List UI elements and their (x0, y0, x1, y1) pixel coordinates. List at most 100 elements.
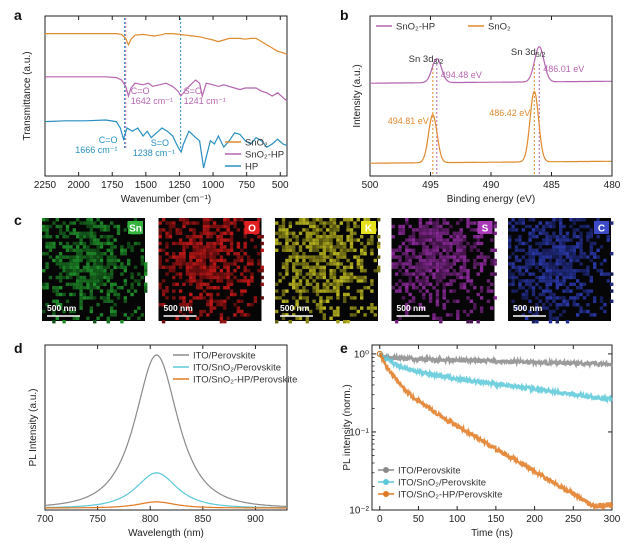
eds-map-pixel (158, 221, 162, 225)
eds-map-pixel (168, 255, 173, 259)
eds-map-pixel (466, 272, 470, 276)
eds-map-pixel (55, 224, 59, 229)
eds-map-pixel (377, 218, 381, 222)
eds-map-pixel (422, 296, 426, 300)
eds-map-pixel (59, 275, 63, 280)
eds-map-pixel (312, 279, 316, 283)
eds-map-pixel (490, 272, 494, 276)
eds-scale-bar-label: 500 nm (397, 303, 427, 313)
panel-b-xtick-label: 490 (483, 180, 500, 191)
eds-map-pixel (216, 228, 220, 232)
eds-map-pixel (363, 286, 367, 290)
eds-map-pixel (462, 275, 467, 280)
eds-map-pixel (315, 255, 320, 259)
eds-map-pixel (275, 289, 279, 293)
eds-map-pixel (285, 269, 289, 273)
eds-map-pixel (418, 231, 423, 235)
eds-map-pixel (401, 282, 406, 286)
eds-map-pixel (42, 235, 46, 239)
eds-map-pixel (315, 282, 320, 286)
eds-map-pixel (555, 275, 559, 280)
eds-map-pixel (229, 238, 234, 242)
eds-map-pixel (137, 316, 141, 320)
eds-map-pixel (535, 275, 539, 280)
eds-map-pixel (411, 231, 416, 235)
eds-map-pixel (562, 303, 566, 307)
eds-map-pixel (490, 258, 494, 263)
eds-map-pixel (165, 231, 169, 235)
eds-map-pixel (192, 255, 196, 259)
eds-map-pixel (599, 306, 604, 310)
eds-map-pixel (394, 320, 399, 324)
eds-map-pixel (559, 241, 563, 246)
eds-map-pixel (219, 279, 224, 283)
eds-map-pixel (275, 309, 279, 314)
eds-map-pixel (243, 241, 247, 246)
eds-map-pixel (579, 252, 583, 256)
eds-map-pixel (422, 248, 426, 252)
eds-map-pixel (552, 231, 556, 235)
eds-map-pixel (360, 252, 364, 256)
eds-map-pixel (110, 235, 114, 239)
eds-map-pixel (192, 275, 196, 280)
eds-map-pixel (79, 269, 83, 273)
eds-map-pixel (250, 272, 254, 276)
eds-map-pixel (96, 282, 100, 286)
eds-map-pixel (391, 224, 395, 229)
eds-map-pixel (586, 255, 590, 259)
eds-map-pixel (545, 224, 549, 229)
eds-map-pixel (192, 231, 196, 235)
eds-map-pixel (216, 238, 220, 242)
eds-map-pixel (449, 279, 453, 283)
eds-map-pixel (86, 248, 90, 252)
eds-map-pixel (562, 238, 566, 242)
eds-map-pixel (295, 252, 299, 256)
eds-map-pixel (236, 252, 241, 256)
eds-map-pixel (582, 218, 587, 222)
eds-map-pixel (411, 286, 416, 290)
eds-map-pixel (552, 224, 556, 229)
eds-map-pixel (493, 224, 497, 229)
eds-map-pixel (192, 248, 196, 252)
eds-map-pixel (168, 265, 173, 269)
eds-map-pixel (285, 235, 289, 239)
eds-map-pixel (185, 262, 190, 266)
eds-map-pixel (476, 241, 480, 246)
eds-map-pixel (202, 248, 207, 252)
eds-map-pixel (411, 228, 416, 232)
eds-map-pixel (538, 241, 542, 246)
eds-map-pixel (292, 282, 296, 286)
eds-map-pixel (178, 228, 183, 232)
eds-map-pixel (511, 289, 515, 293)
eds-map-pixel (192, 279, 196, 283)
eds-map-pixel (582, 296, 587, 300)
eds-map-pixel (476, 262, 480, 266)
eds-map-pixel (103, 282, 107, 286)
eds-map-pixel (521, 241, 525, 246)
eds-map-pixel (466, 258, 470, 263)
eds-map-pixel (106, 320, 110, 324)
eds-map-pixel (59, 258, 63, 263)
eds-map-pixel (346, 218, 350, 222)
eds-map-pixel (521, 296, 525, 300)
eds-map-pixel (479, 296, 484, 300)
eds-map-pixel (586, 224, 590, 229)
eds-map-pixel (246, 279, 251, 283)
eds-map-pixel (212, 245, 217, 249)
eds-map-pixel (226, 282, 230, 286)
eds-map-pixel (285, 231, 289, 235)
eds-map-pixel (428, 248, 433, 252)
eds-map-pixel (137, 279, 141, 283)
eds-map-pixel (158, 258, 162, 263)
eds-map-pixel (405, 258, 409, 263)
eds-map-pixel (606, 279, 610, 283)
eds-map-pixel (212, 241, 217, 246)
panel-b-ylabel: Intensity (a.u.) (352, 64, 363, 127)
panel-d-legend-item-label: ITO/SnO₂/Perovskite (193, 363, 281, 374)
eds-map-pixel (589, 248, 593, 252)
eds-map-pixel (185, 272, 190, 276)
eds-map-pixel (459, 228, 463, 232)
eds-map-pixel (394, 262, 399, 266)
eds-map-pixel (76, 218, 80, 222)
